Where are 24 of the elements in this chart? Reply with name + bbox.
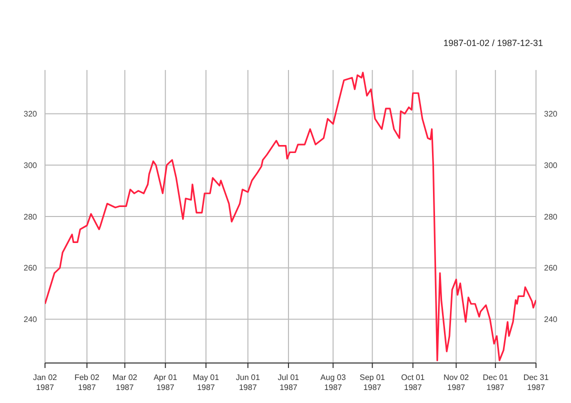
x-tick-label: Mar 02 1987 <box>112 373 138 392</box>
x-tick-label: Jul 01 1987 <box>278 373 300 392</box>
y-tick-label: 240 <box>24 315 38 324</box>
y2-tick-label: 260 <box>544 264 558 273</box>
x-tick-label: Feb 02 1987 <box>74 373 100 392</box>
y2-tick-label: 280 <box>544 212 558 222</box>
x-tick-label: Oct 01 1987 <box>401 373 426 392</box>
y2-tick-label: 320 <box>544 110 558 119</box>
y-tick-label: 300 <box>24 160 38 170</box>
chart-subtitle: 1987-01-02 / 1987-12-31 <box>443 38 543 48</box>
x-tick-label: Sep 01 1987 <box>360 373 386 392</box>
y-tick-label: 260 <box>24 264 38 273</box>
y2-tick-label: 300 <box>544 160 558 170</box>
x-tick-label: Aug 03 1987 <box>320 373 346 392</box>
x-tick-label: Apr 01 1987 <box>154 373 178 392</box>
x-tick-label: Jun 01 1987 <box>236 373 260 392</box>
x-tick-label: Dec 31 1987 <box>523 373 550 392</box>
y-tick-label: 320 <box>24 110 38 119</box>
x-tick-label: Nov 02 1987 <box>444 373 470 392</box>
x-tick-label: Dec 01 1987 <box>482 373 509 392</box>
y-tick-label: 280 <box>24 212 38 222</box>
x-tick-label: May 01 1987 <box>192 373 220 392</box>
x-tick-label: Jan 02 1987 <box>32 373 58 392</box>
y2-tick-label: 240 <box>544 315 558 324</box>
